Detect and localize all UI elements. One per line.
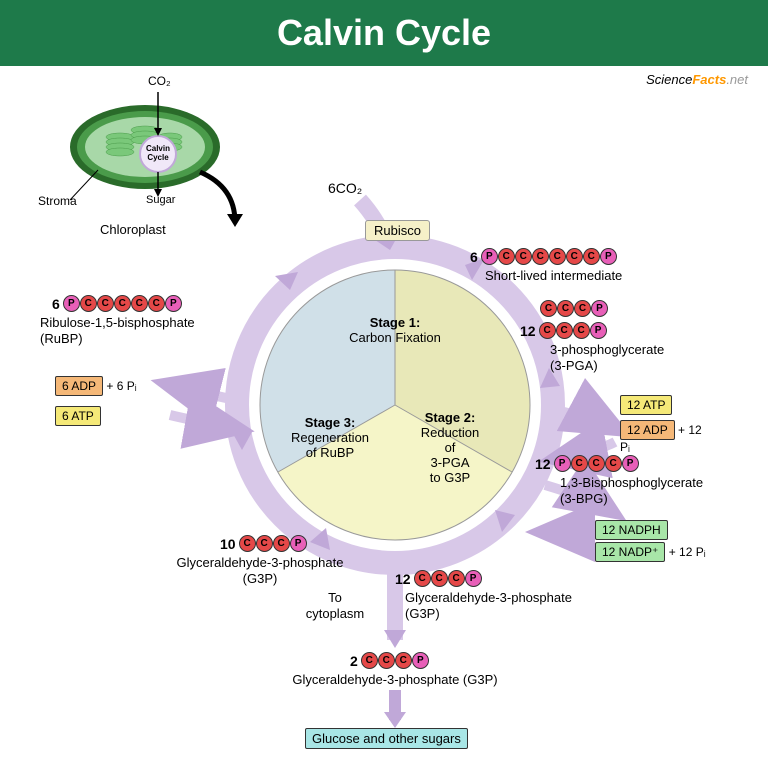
mol-bpg: 12 PCCCP <box>535 455 639 472</box>
g3p-10-label: Glyceraldehyde-3-phosphate (G3P) <box>170 555 350 586</box>
mol-g3p-12: 12 CCCP <box>395 570 482 587</box>
mol-pga-1: CCCP <box>540 300 608 317</box>
mol-g3p-10: 10 CCCP <box>220 535 307 552</box>
stage-3: Stage 3:Regeneration of RuBP <box>280 415 380 460</box>
watermark: ScienceFacts.net <box>646 72 748 87</box>
svg-text:Calvin: Calvin <box>146 144 170 153</box>
mol-rubp: 6 PCCCCCP <box>52 295 182 312</box>
input-6co2: 6CO₂ <box>328 180 362 197</box>
box-nadph: 12 NADPH <box>595 520 668 540</box>
glucose-box: Glucose and other sugars <box>305 728 468 749</box>
line-nadp: 12 NADP⁺ + 12 Pᵢ <box>595 542 706 562</box>
chloro-stroma: Stroma <box>38 194 77 208</box>
mol-intermediate: 6 PCCCCCCP <box>470 248 617 265</box>
line-12adp: 12 ADP + 12 Pᵢ <box>620 420 710 454</box>
g3p-2-label: Glyceraldehyde-3-phosphate (G3P) <box>270 672 520 688</box>
chloro-co2: CO₂ <box>148 74 171 88</box>
page-title: Calvin Cycle <box>0 0 768 66</box>
svg-text:Cycle: Cycle <box>147 153 169 162</box>
stage-1: Stage 1:Carbon Fixation <box>345 315 445 345</box>
calvin-cycle-diagram: Stage 1:Carbon Fixation Stage 2:Reductio… <box>150 180 710 740</box>
to-cytoplasm: To cytoplasm <box>300 590 370 621</box>
g3p-12-label: Glyceraldehyde-3-phosphate (G3P) <box>405 590 585 621</box>
box-12atp: 12 ATP <box>620 395 672 415</box>
bpg-label: 1,3-Bisphosphoglycerate (3-BPG) <box>560 475 720 506</box>
rubp-label: Ribulose-1,5-bisphosphate (RuBP) <box>40 315 210 346</box>
mol-g3p-2: 2 CCCP <box>350 652 429 669</box>
stage-2: Stage 2:Reduction of 3-PGA to G3P <box>405 410 495 485</box>
box-6atp: 6 ATP <box>55 406 101 426</box>
line-6adp: 6 ADP + 6 Pᵢ <box>55 376 137 396</box>
pga-label: 3-phosphoglycerate (3-PGA) <box>550 342 680 373</box>
mol-pga-2: 12 CCCP <box>520 322 607 339</box>
rubisco-box: Rubisco <box>365 220 430 241</box>
intermediate-label: Short-lived intermediate <box>485 268 635 284</box>
